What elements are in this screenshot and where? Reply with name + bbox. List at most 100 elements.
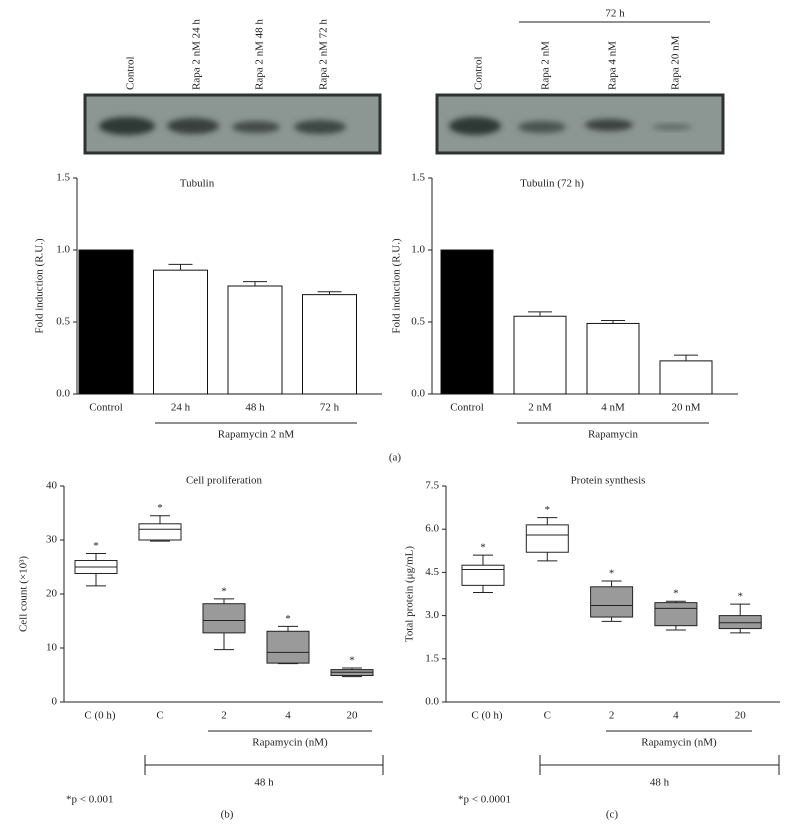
significance-label: * — [93, 540, 99, 552]
group-label: Rapamycin (nM) — [252, 737, 328, 749]
x-tick-label: C (0 h) — [471, 710, 503, 722]
bar — [302, 294, 357, 395]
y-tick-label: 0.0 — [411, 388, 425, 400]
whisker-low — [730, 628, 751, 634]
whisker-low — [86, 573, 106, 587]
x-tick-label: Control — [450, 402, 484, 414]
group-label: Rapamycin (nM) — [641, 737, 717, 749]
bar — [513, 315, 567, 395]
footnote: *p < 0.001 — [66, 794, 113, 806]
x-tick-label: 20 — [347, 710, 359, 722]
error-bar — [317, 291, 342, 295]
x-tick-label: C — [544, 710, 551, 722]
whisker-high — [86, 553, 106, 561]
y-axis-label: Fold induction (R.U.) — [391, 238, 403, 334]
whisker-low — [601, 617, 622, 622]
blot-left — [83, 93, 382, 155]
panel-label: (c) — [606, 809, 619, 821]
y-tick-label: 0.0 — [425, 696, 439, 708]
whisker-low — [214, 632, 234, 651]
group-label: Rapamycin 2 nM — [218, 429, 295, 441]
error-bar — [528, 311, 552, 317]
x-tick-label: C (0 h) — [84, 710, 116, 722]
error-bar — [243, 281, 267, 286]
lane-label: Rapa 2 nM — [540, 41, 552, 90]
whisker-high — [278, 625, 298, 632]
significance-label: * — [673, 588, 679, 600]
chart-title: Protein synthesis — [571, 475, 646, 487]
y-axis-label: Cell count (×10³) — [18, 556, 30, 632]
bar — [440, 249, 494, 395]
lane-label: Control — [125, 56, 137, 90]
bracket — [144, 755, 384, 775]
significance-label: * — [285, 613, 291, 625]
box — [138, 523, 182, 541]
lane-label: Control — [473, 56, 485, 90]
x-tick-label: 20 — [735, 710, 747, 722]
whisker-low — [473, 585, 493, 594]
x-tick-label: 4 — [285, 710, 291, 722]
lane-label: Rapa 2 nM 24 h — [191, 19, 203, 90]
bar — [659, 360, 713, 395]
significance-label: * — [157, 502, 163, 514]
y-tick-label: 6.0 — [425, 523, 439, 535]
x-tick-label: Control — [89, 402, 123, 414]
significance-label: * — [480, 542, 486, 554]
y-tick-label: 1.0 — [56, 244, 70, 256]
y-tick-label: 1.5 — [56, 172, 70, 184]
x-tick-label: 4 — [673, 710, 679, 722]
x-tick-label: C — [156, 710, 163, 722]
lane-label: Rapa 20 nM — [670, 35, 682, 90]
box — [266, 630, 310, 664]
footnote: *p < 0.0001 — [458, 794, 511, 806]
significance-label: * — [349, 655, 355, 667]
y-tick-label: 1.5 — [411, 172, 425, 184]
panel-label: (a) — [389, 452, 402, 464]
whisker-low — [537, 552, 558, 562]
lane-label: Rapa 2 nM 48 h — [254, 19, 266, 90]
box — [525, 524, 569, 553]
bracket-label: 48 h — [650, 777, 670, 789]
bar — [586, 322, 640, 395]
error-bar — [601, 320, 625, 324]
error-bar — [674, 354, 698, 361]
chart-title: Tubulin (72 h) — [520, 178, 584, 190]
x-tick-label: 72 h — [320, 402, 340, 414]
blot-right — [435, 93, 725, 155]
error-bar — [168, 263, 193, 271]
box — [202, 603, 246, 634]
y-tick-label: 20 — [46, 588, 58, 600]
bar — [153, 269, 208, 395]
y-axis-label: Total protein (μg/mL) — [404, 546, 416, 642]
x-tick-label: 48 h — [245, 402, 265, 414]
y-tick-label: 4.5 — [425, 566, 439, 578]
whisker-high — [730, 603, 751, 616]
significance-label: * — [221, 585, 227, 597]
box — [654, 602, 698, 627]
panel-label: (b) — [221, 809, 234, 821]
x-tick-label: 2 — [221, 710, 227, 722]
x-tick-label: 4 nM — [601, 402, 625, 414]
box — [718, 615, 762, 630]
y-tick-label: 40 — [46, 480, 58, 492]
bracket — [539, 755, 780, 775]
y-tick-label: 30 — [46, 534, 58, 546]
blot-group-label: 72 h — [605, 8, 625, 20]
y-tick-label: 1.5 — [425, 652, 439, 664]
box — [461, 564, 505, 586]
y-tick-label: 0 — [52, 696, 58, 708]
x-tick-label: 2 — [609, 710, 615, 722]
whisker-high — [150, 515, 170, 524]
y-axis-label: Fold induction (R.U.) — [34, 238, 46, 334]
significance-label: * — [609, 568, 615, 580]
bar — [78, 249, 134, 395]
y-tick-label: 7.5 — [425, 480, 439, 492]
y-tick-label: 10 — [46, 642, 58, 654]
y-tick-label: 0.5 — [411, 316, 425, 328]
bracket-label: 48 h — [254, 777, 274, 789]
y-tick-label: 1.0 — [411, 244, 425, 256]
whisker-high — [601, 580, 622, 587]
x-tick-label: 24 h — [171, 402, 191, 414]
significance-label: * — [737, 591, 743, 603]
lane-label: Rapa 2 nM 72 h — [318, 19, 330, 90]
